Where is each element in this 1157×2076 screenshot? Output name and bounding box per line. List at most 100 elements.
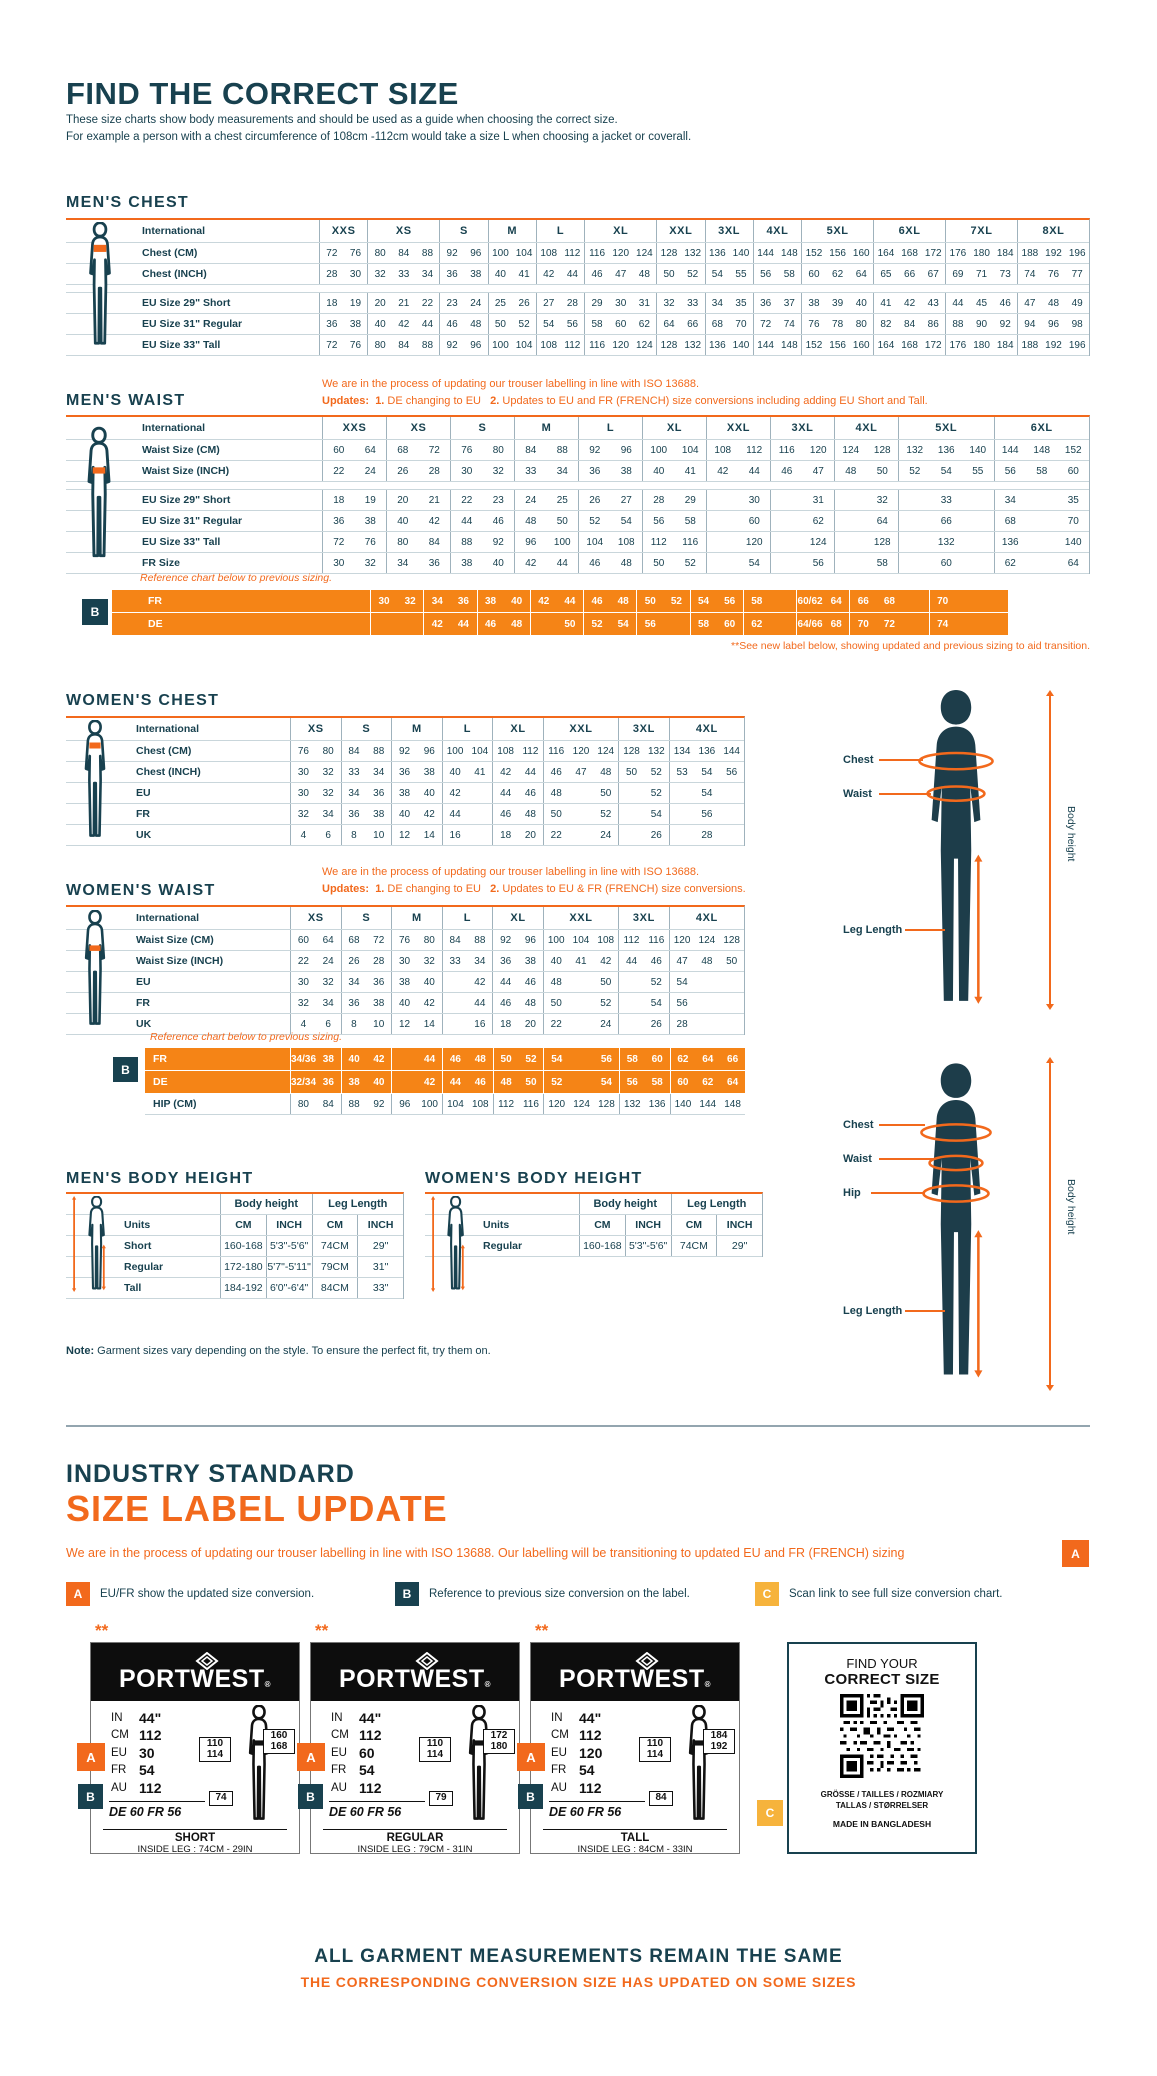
table-cell: 10: [373, 1018, 385, 1030]
inside-leg-text: INSIDE LEG : 74CM - 29IN: [137, 1844, 253, 1855]
column-span-header: Body height: [220, 1194, 312, 1214]
size-group-name: XL: [510, 912, 526, 924]
mens-waist-note-line2: Updates: 1. DE changing to EU 2. Updates…: [322, 395, 928, 407]
table-cell: 52: [909, 465, 921, 477]
mens-chest-table: International XXS XS S M L XL XXL 3XL 4XL 5XL 6XL 7X…: [66, 218, 1090, 356]
table-cell: 72: [326, 339, 338, 351]
table-cell: 72: [333, 536, 345, 548]
badge-b-icon: B: [395, 1582, 419, 1606]
size-group-name: S: [362, 723, 371, 735]
table-row: Chest (INCH) 30 32 33 34 36 38 40 41 42 44 46 47 48 50…: [66, 762, 744, 783]
size-group-header: XXL: [542, 718, 618, 740]
size-group-name: XS: [410, 422, 427, 434]
size-group-name: 4XL: [695, 723, 718, 735]
stars-marker: **: [535, 1621, 549, 1640]
leg-measure-box: 79: [429, 1791, 453, 1806]
table-cell: [670, 825, 695, 845]
table-cell: 50: [556, 515, 568, 527]
table-cell: 70: [1067, 515, 1079, 527]
table-cell: 34: [1004, 494, 1016, 506]
table-cell: 88: [348, 1098, 360, 1110]
table-row: Chest (INCH) 28 30 32 33 34 36 38 40 41 42 44 46 47 48…: [66, 264, 1089, 285]
table-cell: 76: [349, 339, 362, 351]
column-span-header: Leg Length: [311, 1194, 404, 1214]
size-group-header: 8XL: [1017, 220, 1089, 242]
table-cell: 67: [927, 268, 939, 280]
size-group-header: S: [450, 417, 514, 439]
table-cell: [569, 1014, 594, 1034]
table-cell: 6: [325, 829, 331, 841]
height-measure-box: 184 192: [703, 1729, 735, 1754]
table-cell: 120: [572, 745, 590, 757]
table-cell: 46: [781, 465, 793, 477]
table-cell: 88: [952, 318, 964, 330]
table-row: FR 32 34 36 38 40 42 44 46 48 50 52 54 56: [66, 804, 744, 825]
table-cell: 40: [398, 997, 411, 1009]
table-cell: 56: [626, 1076, 638, 1088]
table-cell: 46: [524, 787, 536, 799]
table-cell: 40: [374, 318, 386, 330]
table-cell: 58: [591, 318, 603, 330]
label-figure-icon: [468, 1705, 490, 1820]
row-label: FR: [153, 1053, 167, 1065]
table-cell: 60: [748, 515, 760, 527]
table-cell: 184: [996, 339, 1014, 351]
stars-marker: **: [95, 1621, 109, 1640]
table-header-label: International: [136, 723, 200, 735]
table-cell: 60: [808, 268, 820, 280]
table-cell: 80: [374, 339, 386, 351]
table-cell: 108: [540, 247, 558, 259]
leg-measure-box: 84: [649, 1791, 673, 1806]
table-cell: 46: [500, 808, 512, 820]
table-cell: 128: [873, 444, 891, 456]
table-cell: [719, 783, 744, 803]
table-cell: 46: [449, 1053, 461, 1065]
table-cell: [770, 590, 796, 612]
table-cell: 98: [1071, 318, 1083, 330]
table-cell: 34: [348, 976, 360, 988]
intro-line-1: These size charts show body measurements…: [66, 114, 618, 126]
size-group-name: L: [606, 422, 615, 434]
table-cell: 44: [500, 787, 512, 799]
table-cell: 36: [428, 557, 440, 569]
table-cell: [569, 972, 594, 992]
table-cell: 47: [676, 955, 688, 967]
table-cell: 64: [663, 318, 675, 330]
table-cell: 84: [904, 318, 916, 330]
table-cell: 21: [398, 297, 410, 309]
badge-a-icon: A: [66, 1582, 90, 1606]
table-cell: 35: [1067, 494, 1079, 506]
table-cell: 40: [550, 955, 562, 967]
table-cell: [707, 553, 739, 573]
row-label: Waist Size (CM): [136, 934, 214, 946]
table-cell: 62: [812, 515, 824, 527]
table-cell: 52: [670, 595, 682, 607]
size-group-name: 3XL: [632, 912, 655, 924]
table-cell: 124: [636, 247, 653, 259]
garment-label-card: ** PORTWEST® IN 44" CM 112 EU 120 FR 54 AU 11…: [517, 1621, 740, 1855]
row-label: HIP (CM): [153, 1098, 197, 1110]
table-cell: [899, 490, 931, 510]
table-cell: [1026, 490, 1058, 510]
womens-waist-note-line2: Updates: 1. DE changing to EU 2. Updates…: [322, 883, 746, 895]
legend-c-text: Scan link to see full size conversion ch…: [789, 1588, 1003, 1600]
table-cell: 176: [949, 247, 967, 259]
table-cell: 53: [676, 766, 688, 778]
table-cell: 56: [701, 808, 713, 820]
table-cell: 112: [498, 1098, 515, 1110]
table-cell: 196: [1068, 247, 1086, 259]
table-cell: 120: [612, 247, 630, 259]
table-cell: [835, 490, 867, 510]
table-cell: 160: [852, 339, 870, 351]
fit-name: SHORT: [174, 1832, 216, 1844]
table-cell: 50: [494, 318, 506, 330]
table-cell: 42: [449, 787, 461, 799]
table-cell: [835, 511, 867, 531]
table-cell: 12: [398, 829, 411, 841]
column-header: CM: [670, 1215, 717, 1235]
size-group-header: XXS: [322, 417, 386, 439]
table-cell: 66: [727, 1053, 739, 1065]
table-cell: 30: [297, 976, 309, 988]
portwest-diamond-icon: [195, 1652, 219, 1670]
badge-c-icon: C: [755, 1582, 779, 1606]
